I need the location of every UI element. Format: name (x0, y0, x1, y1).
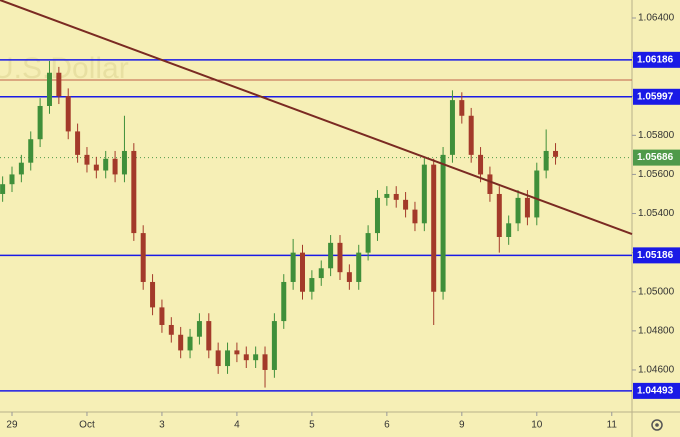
candle-body (421, 164, 427, 224)
candle-body (356, 252, 362, 282)
y-tick-label: 1.05600 (638, 169, 675, 180)
candle-body (243, 354, 249, 361)
candle-body (553, 150, 559, 157)
candle-body (281, 281, 287, 322)
y-tick-label: 1.05400 (638, 208, 675, 219)
watermark: U.S.Dollar (0, 52, 129, 85)
x-tick-label: 6 (384, 420, 390, 431)
candle-body (9, 174, 15, 185)
candle-body (196, 321, 202, 337)
candle-body (412, 209, 418, 224)
y-tick-label: 1.04600 (638, 365, 675, 376)
trendline (0, 0, 633, 235)
y-tick-label: 1.05000 (638, 286, 675, 297)
candle-body (65, 96, 71, 132)
candle-body (262, 354, 268, 370)
level-box (633, 382, 680, 399)
candle-body (84, 154, 90, 165)
candle-body (337, 242, 343, 273)
candle-body (150, 281, 156, 308)
candle-body (28, 139, 34, 163)
level-box (633, 51, 680, 68)
y-tick-label: 1.04800 (638, 325, 675, 336)
candle-body (271, 321, 277, 370)
candle-body (187, 336, 193, 351)
x-tick-label: 9 (459, 420, 465, 431)
candle-body (515, 197, 521, 224)
candle-body (168, 324, 174, 335)
candle-body (506, 223, 512, 237)
candle-body (206, 321, 212, 351)
candle-body (93, 164, 99, 171)
candle-body (468, 115, 474, 155)
candle-body (0, 184, 6, 194)
level-box (633, 88, 680, 105)
settings-icon[interactable] (651, 419, 663, 431)
candle-body (459, 100, 465, 116)
x-tick-label: 29 (6, 420, 18, 431)
level-label: 1.05186 (637, 250, 674, 261)
candle-body (524, 197, 530, 218)
candle-body (112, 158, 118, 175)
candle-body (328, 242, 334, 269)
level-label: 1.05997 (637, 91, 674, 102)
settings-button[interactable] (651, 419, 663, 431)
candle-body (478, 154, 484, 175)
y-tick-label: 1.05800 (638, 130, 675, 141)
candle-body (121, 150, 127, 175)
y-tick-label: 1.06400 (638, 13, 675, 24)
candle-body (56, 72, 62, 97)
x-tick-label: 3 (159, 420, 165, 431)
candle-body (403, 199, 409, 210)
level-label: 1.04493 (637, 386, 674, 397)
x-tick-label: 11 (607, 420, 618, 431)
candle-body (225, 350, 231, 367)
candle-body (374, 197, 380, 234)
candle-body (234, 350, 240, 355)
candle-body (300, 252, 306, 292)
candle-body (140, 233, 146, 282)
candle-body (253, 354, 259, 361)
candle-body (159, 307, 165, 325)
candle-body (131, 150, 137, 234)
candle-body (37, 105, 43, 140)
candle-body (543, 150, 549, 171)
candle-body (103, 158, 109, 171)
x-tick-label: 10 (531, 420, 543, 431)
candle-body (534, 170, 540, 218)
candle-body (215, 350, 221, 367)
candle-body (487, 174, 493, 194)
candle-body (46, 72, 52, 106)
settings-icon-dot[interactable] (655, 423, 659, 427)
candle-body (496, 193, 502, 237)
last-price-box (633, 149, 680, 166)
candle-body (318, 268, 324, 279)
last-price-label: 1.05686 (637, 152, 674, 163)
level-label: 1.06186 (637, 54, 674, 65)
candle-body (290, 252, 296, 282)
candle-body (18, 162, 24, 175)
candle-body (449, 100, 455, 155)
x-tick-label: Oct (79, 420, 95, 431)
candle-body (75, 131, 81, 155)
x-tick-label: 4 (234, 420, 240, 431)
x-tick-label: 5 (309, 420, 315, 431)
candle-body (431, 164, 437, 292)
candle-body (309, 278, 315, 292)
candle-body (178, 334, 184, 351)
candle-body (393, 193, 399, 200)
level-box (633, 247, 680, 264)
candle-body (440, 154, 446, 292)
candle-body (365, 233, 371, 253)
candle-body (384, 193, 390, 198)
candle-body (346, 272, 352, 282)
